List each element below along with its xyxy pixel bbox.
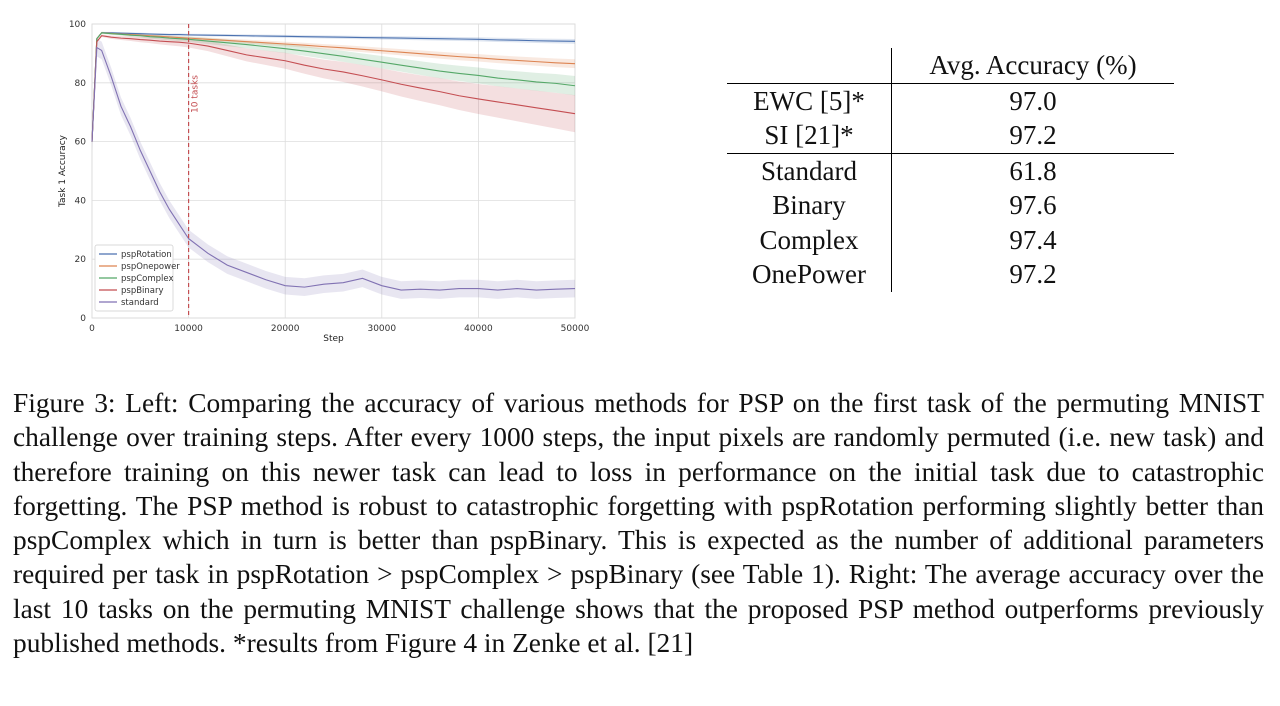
legend-entry: pspRotation <box>121 250 172 260</box>
legend-entry: pspOnepower <box>121 262 180 272</box>
legend-entry: pspBinary <box>121 286 164 296</box>
x-tick-label: 50000 <box>561 324 590 334</box>
y-tick-label: 80 <box>75 79 87 89</box>
y-tick-label: 20 <box>75 255 87 265</box>
series-lines <box>91 32 576 291</box>
table-row: OnePower 97.2 <box>727 257 1174 292</box>
band-pspBinary <box>92 34 575 143</box>
x-tick-label: 10000 <box>174 324 203 334</box>
x-tick-label: 30000 <box>367 324 396 334</box>
accuracy-cell: 97.0 <box>1009 85 1057 116</box>
method-cell: EWC [5]* <box>727 83 892 118</box>
table-row: SI [21]* 97.2 <box>727 118 1174 153</box>
method-cell: Complex <box>727 222 892 257</box>
line-pspOnepower <box>91 32 576 142</box>
method-cell: SI [21]* <box>727 118 892 153</box>
band-pspOnepower <box>92 31 575 143</box>
method-cell: OnePower <box>727 257 892 292</box>
table-row: Binary 97.6 <box>727 188 1174 223</box>
line-standard <box>91 46 576 291</box>
chart-svg: 10 tasks 0 10000 20000 30000 40000 50000 0 20 4… <box>58 20 590 344</box>
table-row: EWC [5]* 97.0 <box>727 83 1174 118</box>
x-tick-labels: 0 10000 20000 30000 40000 50000 <box>89 324 589 334</box>
accuracy-cell: 97.4 <box>1009 224 1057 255</box>
line-pspComplex <box>91 32 576 142</box>
table-row: Standard 61.8 <box>727 152 1174 188</box>
legend-box <box>94 244 174 312</box>
accuracy-cell: 61.8 <box>891 152 1174 188</box>
confidence-bands <box>92 31 575 299</box>
y-tick-label: 0 <box>80 314 86 324</box>
y-tick-label: 100 <box>69 20 86 30</box>
x-tick-label: 0 <box>89 324 95 334</box>
results-table: Avg. Accuracy (%) EWC [5]* 97.0 SI [21]*… <box>727 48 1174 292</box>
y-tick-labels: 0 20 40 60 80 100 <box>69 20 86 324</box>
y-tick-label: 40 <box>75 196 87 206</box>
table-header-method <box>727 48 892 84</box>
accuracy-cell: 97.2 <box>1009 120 1057 150</box>
method-cell: Standard <box>727 152 892 188</box>
band-pspComplex <box>92 31 575 143</box>
line-pspRotation <box>91 32 576 142</box>
y-axis-label: Task 1 Accuracy <box>58 134 68 208</box>
table-row: Complex 97.4 <box>727 222 1174 257</box>
table-header-row: Avg. Accuracy (%) <box>727 48 1174 84</box>
legend-entry: pspComplex <box>121 274 174 284</box>
accuracy-line-chart: 10 tasks 0 10000 20000 30000 40000 50000 0 20 4… <box>40 8 600 354</box>
accuracy-cell: 97.6 <box>1009 190 1057 220</box>
task-marker: 10 tasks <box>188 24 201 318</box>
accuracy-cell: 97.2 <box>1009 259 1057 289</box>
legend: pspRotation pspOnepower pspComplex pspBinar… <box>94 244 180 312</box>
figure-caption: Figure 3: Left: Comparing the accuracy o… <box>13 388 1264 659</box>
line-pspBinary <box>91 35 576 142</box>
method-cell: Binary <box>727 188 892 223</box>
x-axis-label: Step <box>323 334 344 344</box>
legend-entry: standard <box>121 298 159 308</box>
vline-label: 10 tasks <box>191 75 201 113</box>
x-tick-label: 20000 <box>271 324 300 334</box>
table-header-accuracy: Avg. Accuracy (%) <box>891 48 1174 84</box>
x-tick-label: 40000 <box>464 324 493 334</box>
y-tick-label: 60 <box>75 138 87 148</box>
